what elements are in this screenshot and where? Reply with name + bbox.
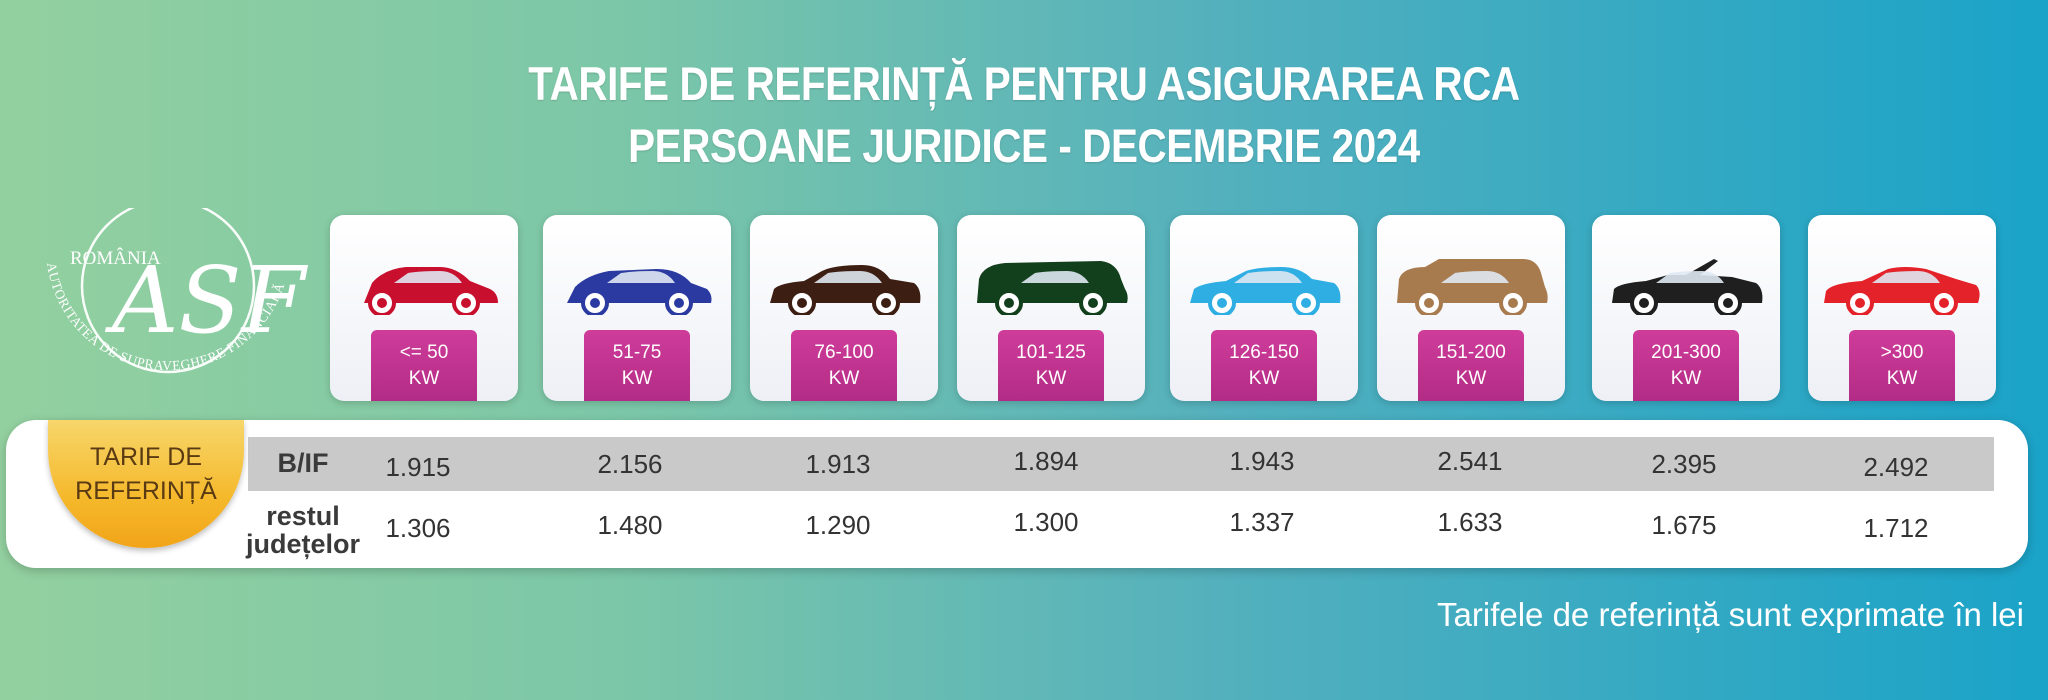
bif-tariff-value: 2.541 bbox=[1437, 446, 1503, 476]
rest-counties-tariff-value: 1.300 bbox=[1013, 507, 1079, 537]
bif-tariff-value: 1.915 bbox=[385, 452, 451, 482]
bif-row-label: B/IF bbox=[277, 448, 329, 478]
power-range: <= 50 bbox=[399, 342, 449, 363]
rest-counties-tariff-value: 1.675 bbox=[1651, 510, 1717, 540]
page-title-line-1: TARIFE DE REFERINȚĂ PENTRU ASIGURAREA RC… bbox=[528, 57, 1520, 110]
power-unit: KW bbox=[1455, 368, 1487, 389]
bif-tariff-value: 1.913 bbox=[805, 449, 871, 479]
power-unit: KW bbox=[621, 368, 653, 389]
power-range: 201-300 bbox=[1651, 342, 1721, 363]
power-range-label: 76-100 KW bbox=[791, 330, 897, 401]
car-icon bbox=[977, 261, 1128, 315]
power-range: 51-75 bbox=[612, 342, 662, 363]
power-range-label: 126-150 KW bbox=[1211, 330, 1317, 401]
power-unit: KW bbox=[1886, 368, 1918, 389]
power-range-label: 51-75 KW bbox=[584, 330, 690, 401]
car-icon bbox=[364, 267, 498, 315]
car-icon bbox=[1824, 267, 1980, 315]
power-category-card: 126-150 KW bbox=[1170, 215, 1358, 401]
bif-tariff-value: 2.156 bbox=[597, 449, 663, 479]
bif-tariff-value: 1.894 bbox=[1013, 446, 1079, 476]
rest-counties-tariff-value: 1.633 bbox=[1437, 507, 1503, 537]
rest-counties-tariff-value: 1.306 bbox=[385, 513, 451, 543]
badge-line-2: REFERINȚĂ bbox=[75, 477, 217, 505]
rest-counties-tariff-value: 1.290 bbox=[805, 510, 871, 540]
power-unit: KW bbox=[828, 368, 860, 389]
power-range-label: 151-200 KW bbox=[1418, 330, 1524, 401]
rest-row-label: restul județelor bbox=[238, 502, 368, 558]
asf-logo: ROMÂNIA ASF AUTORITATEA DE SUPRAVEGHERE … bbox=[44, 208, 308, 374]
badge-line-1: TARIF DE bbox=[89, 443, 203, 471]
rest-row-label-1: restul bbox=[266, 501, 340, 531]
power-range: 151-200 bbox=[1436, 342, 1506, 363]
car-icon bbox=[1397, 259, 1548, 315]
power-range-label: <= 50 KW bbox=[371, 330, 477, 401]
power-category-card: 76-100 KW bbox=[750, 215, 938, 401]
rest-counties-tariff-value: 1.337 bbox=[1229, 507, 1295, 537]
power-category-card: 51-75 KW bbox=[543, 215, 731, 401]
power-unit: KW bbox=[1670, 368, 1702, 389]
currency-note: Tarifele de referință sunt exprimate în … bbox=[1437, 596, 2024, 633]
power-range-label: 201-300 KW bbox=[1633, 330, 1739, 401]
rest-counties-tariff-value: 1.712 bbox=[1863, 513, 1929, 543]
bif-row-band bbox=[248, 437, 1994, 491]
power-category-card: <= 50 KW bbox=[330, 215, 518, 401]
page-title-line-2: PERSOANE JURIDICE - DECEMBRIE 2024 bbox=[628, 119, 1420, 172]
power-range: 101-125 bbox=[1016, 342, 1086, 363]
power-category-card: >300 KW bbox=[1808, 215, 1996, 401]
power-category-card: 201-300 KW bbox=[1592, 215, 1780, 401]
bif-tariff-value: 2.492 bbox=[1863, 452, 1929, 482]
car-icon bbox=[1190, 267, 1341, 315]
power-unit: KW bbox=[1248, 368, 1280, 389]
power-range-label: >300 KW bbox=[1849, 330, 1955, 401]
power-range: >300 bbox=[1880, 342, 1924, 363]
rest-counties-tariff-value: 1.480 bbox=[597, 510, 663, 540]
car-icon bbox=[567, 269, 712, 315]
rest-row-label-2: județelor bbox=[245, 529, 360, 559]
power-unit: KW bbox=[1035, 368, 1067, 389]
car-icon bbox=[770, 265, 921, 315]
power-range: 126-150 bbox=[1229, 342, 1299, 363]
power-range-label: 101-125 KW bbox=[998, 330, 1104, 401]
logo-monogram: ASF bbox=[104, 247, 308, 354]
bif-tariff-value: 2.395 bbox=[1651, 449, 1717, 479]
power-category-card: 151-200 KW bbox=[1377, 215, 1565, 401]
logo-country: ROMÂNIA bbox=[70, 247, 161, 269]
power-category-card: 101-125 KW bbox=[957, 215, 1145, 401]
bif-tariff-value: 1.943 bbox=[1229, 446, 1295, 476]
car-icon bbox=[1612, 259, 1763, 315]
power-range: 76-100 bbox=[814, 342, 874, 363]
power-unit: KW bbox=[408, 368, 440, 389]
